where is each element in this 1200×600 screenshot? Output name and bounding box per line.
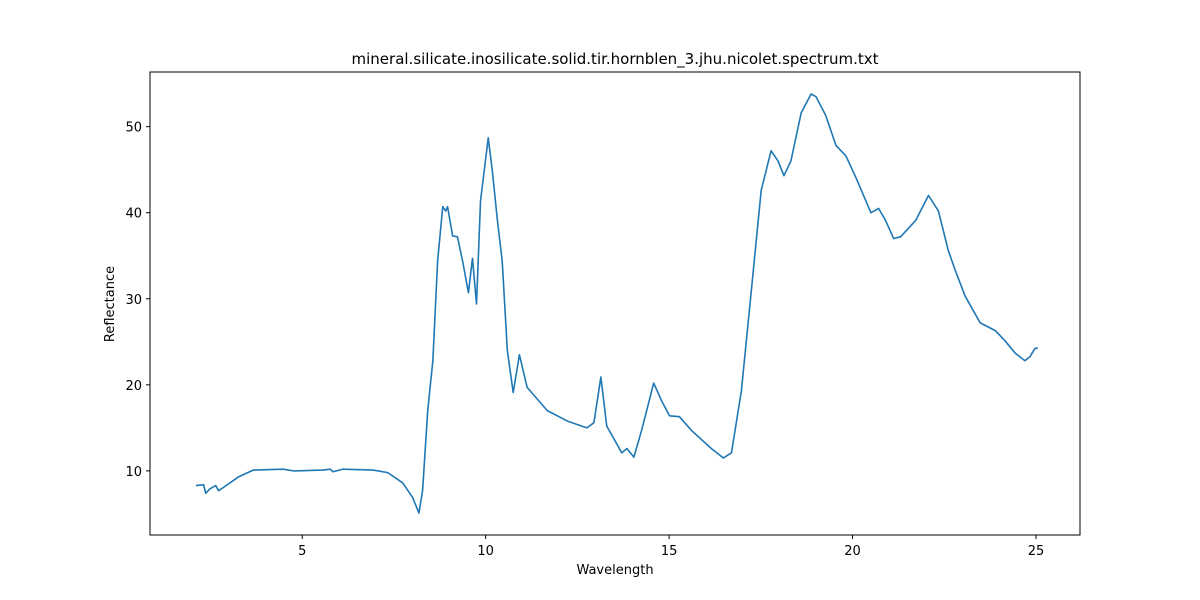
x-tick-label: 5 [298, 544, 306, 559]
x-tick-label: 15 [661, 544, 678, 559]
x-tick-label: 10 [477, 544, 494, 559]
y-axis-label: Reflectance [103, 266, 118, 342]
y-tick-label: 50 [125, 121, 142, 136]
x-axis-label: Wavelength [576, 563, 653, 578]
y-tick-label: 10 [125, 465, 142, 480]
data-line [195, 93, 1039, 514]
y-tick-label: 20 [125, 379, 142, 394]
x-tick-label: 20 [844, 544, 861, 559]
y-tick-label: 30 [125, 293, 142, 308]
chart-title: mineral.silicate.inosilicate.solid.tir.h… [352, 50, 879, 69]
y-tick-label: 40 [125, 207, 142, 222]
plot-frame [149, 71, 1081, 536]
x-tick-label: 25 [1028, 544, 1045, 559]
